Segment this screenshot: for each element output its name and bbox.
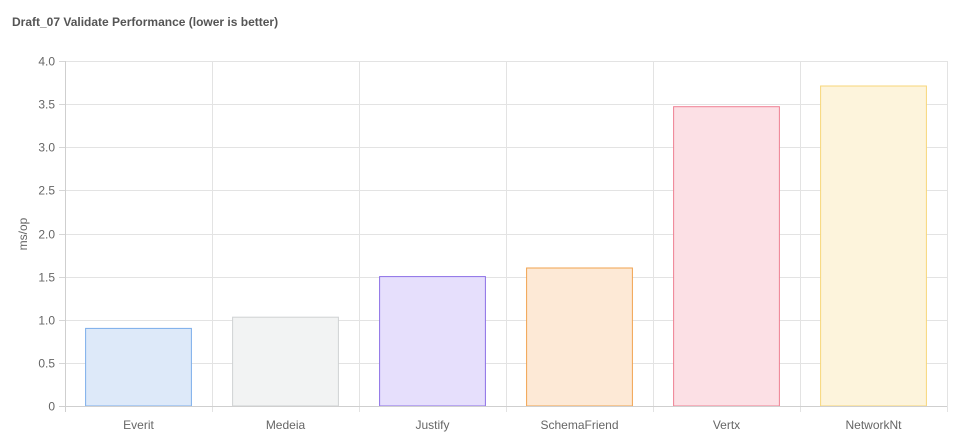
chart-title: Draft_07 Validate Performance (lower is … <box>12 15 279 29</box>
bar-medeia <box>232 316 339 407</box>
y-tick-label: 1.0 <box>38 314 55 328</box>
x-tick-label: Medeia <box>266 418 306 432</box>
bar-networknt <box>820 85 927 407</box>
y-tick-label: 2.0 <box>38 228 55 242</box>
x-tick-labels: Everit Medeia Justify SchemaFriend Vertx Netw… <box>123 418 902 432</box>
y-tick-labels: 0 0.5 1.0 1.5 2.0 2.5 3.0 3.5 4.0 <box>38 55 55 414</box>
y-tick-label: 3.0 <box>38 141 55 155</box>
x-tick-label: SchemaFriend <box>540 418 618 432</box>
y-tick-label: 3.5 <box>38 98 55 112</box>
x-tick-label: Everit <box>123 418 154 432</box>
bar-everit <box>85 327 192 407</box>
axes <box>59 61 947 412</box>
y-tick-label: 0.5 <box>38 357 55 371</box>
y-axis-label: ms/op <box>16 217 30 250</box>
y-tick-label: 4.0 <box>38 55 55 69</box>
bars <box>85 85 927 407</box>
grid-lines <box>59 61 948 412</box>
y-tick-label: 0 <box>48 400 55 414</box>
y-tick-label: 2.5 <box>38 184 55 198</box>
bar-vertx <box>673 106 780 407</box>
bar-schemafriend <box>526 267 633 407</box>
x-tick-label: Vertx <box>713 418 740 432</box>
x-tick-label: NetworkNt <box>845 418 902 432</box>
bar-justify <box>379 276 486 407</box>
x-tick-label: Justify <box>415 418 449 432</box>
y-tick-label: 1.5 <box>38 271 55 285</box>
